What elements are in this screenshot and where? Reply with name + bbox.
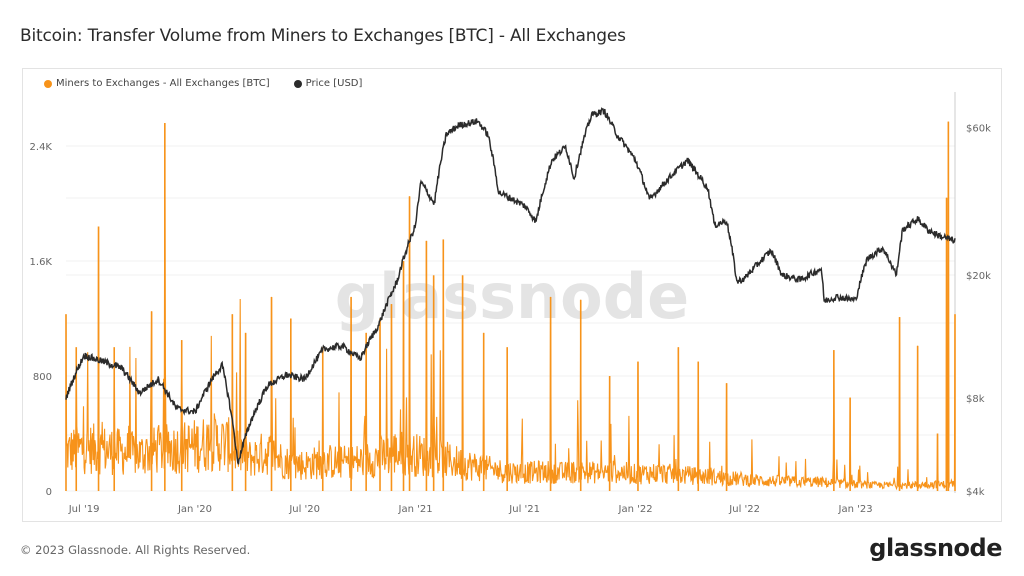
price-series-line xyxy=(65,107,956,465)
y-right-tick-label: $8k xyxy=(966,394,985,405)
y-left-tick-label: 800 xyxy=(33,372,52,383)
legend-dot-orange-icon xyxy=(44,79,52,88)
legend-item-volume[interactable]: Miners to Exchanges - All Exchanges [BTC… xyxy=(44,78,270,89)
chart-card xyxy=(22,68,1002,522)
y-left-tick-label: 1.6K xyxy=(30,257,53,268)
legend: Miners to Exchanges - All Exchanges [BTC… xyxy=(44,78,362,89)
x-tick-label: Jul '22 xyxy=(728,504,760,515)
volume-series-line xyxy=(65,121,956,491)
legend-label-price: Price [USD] xyxy=(305,78,363,89)
y-right-tick-label: $4k xyxy=(966,487,985,498)
y-left-tick-label: 0 xyxy=(46,487,52,498)
x-tick-label: Jul '20 xyxy=(288,504,320,515)
x-tick-label: Jul '21 xyxy=(508,504,540,515)
x-tick-label: Jan '20 xyxy=(177,504,212,515)
y-left-tick-label: 2.4K xyxy=(30,142,53,153)
x-tick-label: Jan '21 xyxy=(398,504,433,515)
copyright: © 2023 Glassnode. All Rights Reserved. xyxy=(20,543,251,557)
glassnode-logo: glassnode xyxy=(869,534,1002,562)
chart-title: Bitcoin: Transfer Volume from Miners to … xyxy=(20,26,626,46)
x-tick-label: Jan '22 xyxy=(618,504,653,515)
x-tick-label: Jan '23 xyxy=(838,504,873,515)
legend-item-price[interactable]: Price [USD] xyxy=(293,78,363,89)
watermark: glassnode xyxy=(335,260,689,333)
legend-dot-black-icon xyxy=(293,79,302,88)
y-right-tick-label: $60k xyxy=(966,124,991,135)
y-right-tick-label: $20k xyxy=(966,271,991,282)
x-tick-label: Jul '19 xyxy=(68,504,100,515)
legend-label-volume: Miners to Exchanges - All Exchanges [BTC… xyxy=(56,78,270,89)
